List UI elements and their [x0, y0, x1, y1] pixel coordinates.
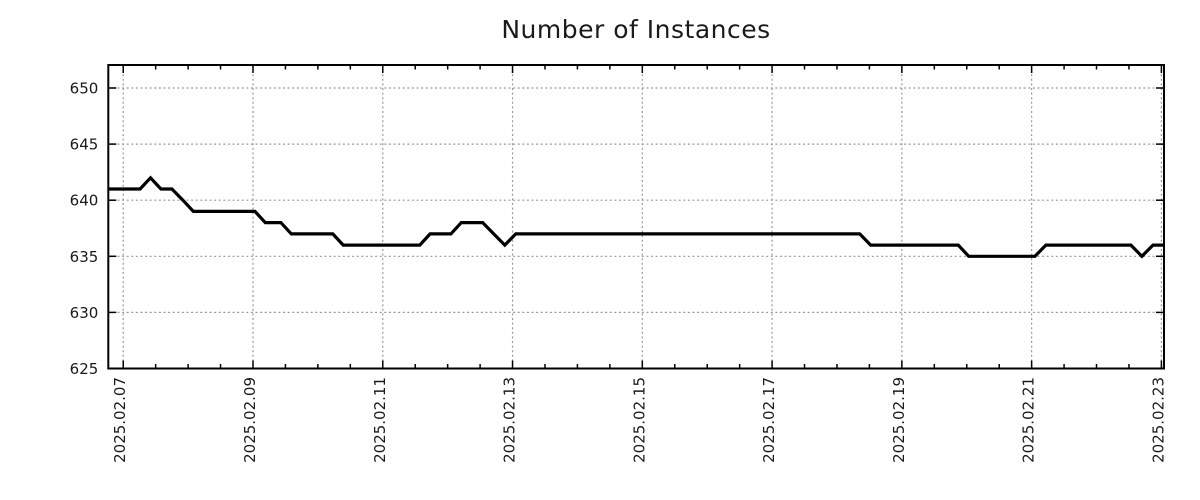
x-tick-label: 2025.02.15	[630, 377, 648, 463]
x-tick-label: 2025.02.19	[890, 377, 908, 463]
grid-lines	[108, 65, 1164, 370]
instances-data-line	[108, 175, 1164, 259]
x-tick-label: 2025.02.13	[501, 377, 519, 463]
axis-ticks	[108, 65, 1164, 370]
plot-border	[107, 64, 1165, 370]
y-tick-label: 640	[70, 192, 99, 210]
x-tick-labels: 2025.02.07 2025.02.09 2025.02.11 2025.02.13…	[111, 377, 1167, 463]
y-tick-label: 625	[70, 360, 99, 378]
x-tick-label: 2025.02.11	[371, 377, 389, 463]
x-tick-label: 2025.02.23	[1149, 377, 1167, 463]
y-tick-label: 650	[70, 80, 99, 98]
y-tick-label: 645	[70, 136, 99, 154]
chart-title: Number of Instances	[501, 15, 771, 44]
y-tick-labels: 625 630 635 640 645 650	[70, 80, 99, 378]
y-tick-label: 635	[70, 248, 99, 266]
x-tick-label: 2025.02.21	[1020, 377, 1038, 463]
x-tick-label: 2025.02.07	[111, 377, 129, 463]
x-tick-label: 2025.02.09	[241, 377, 259, 463]
y-tick-label: 630	[70, 304, 99, 322]
x-tick-label: 2025.02.17	[760, 377, 778, 463]
